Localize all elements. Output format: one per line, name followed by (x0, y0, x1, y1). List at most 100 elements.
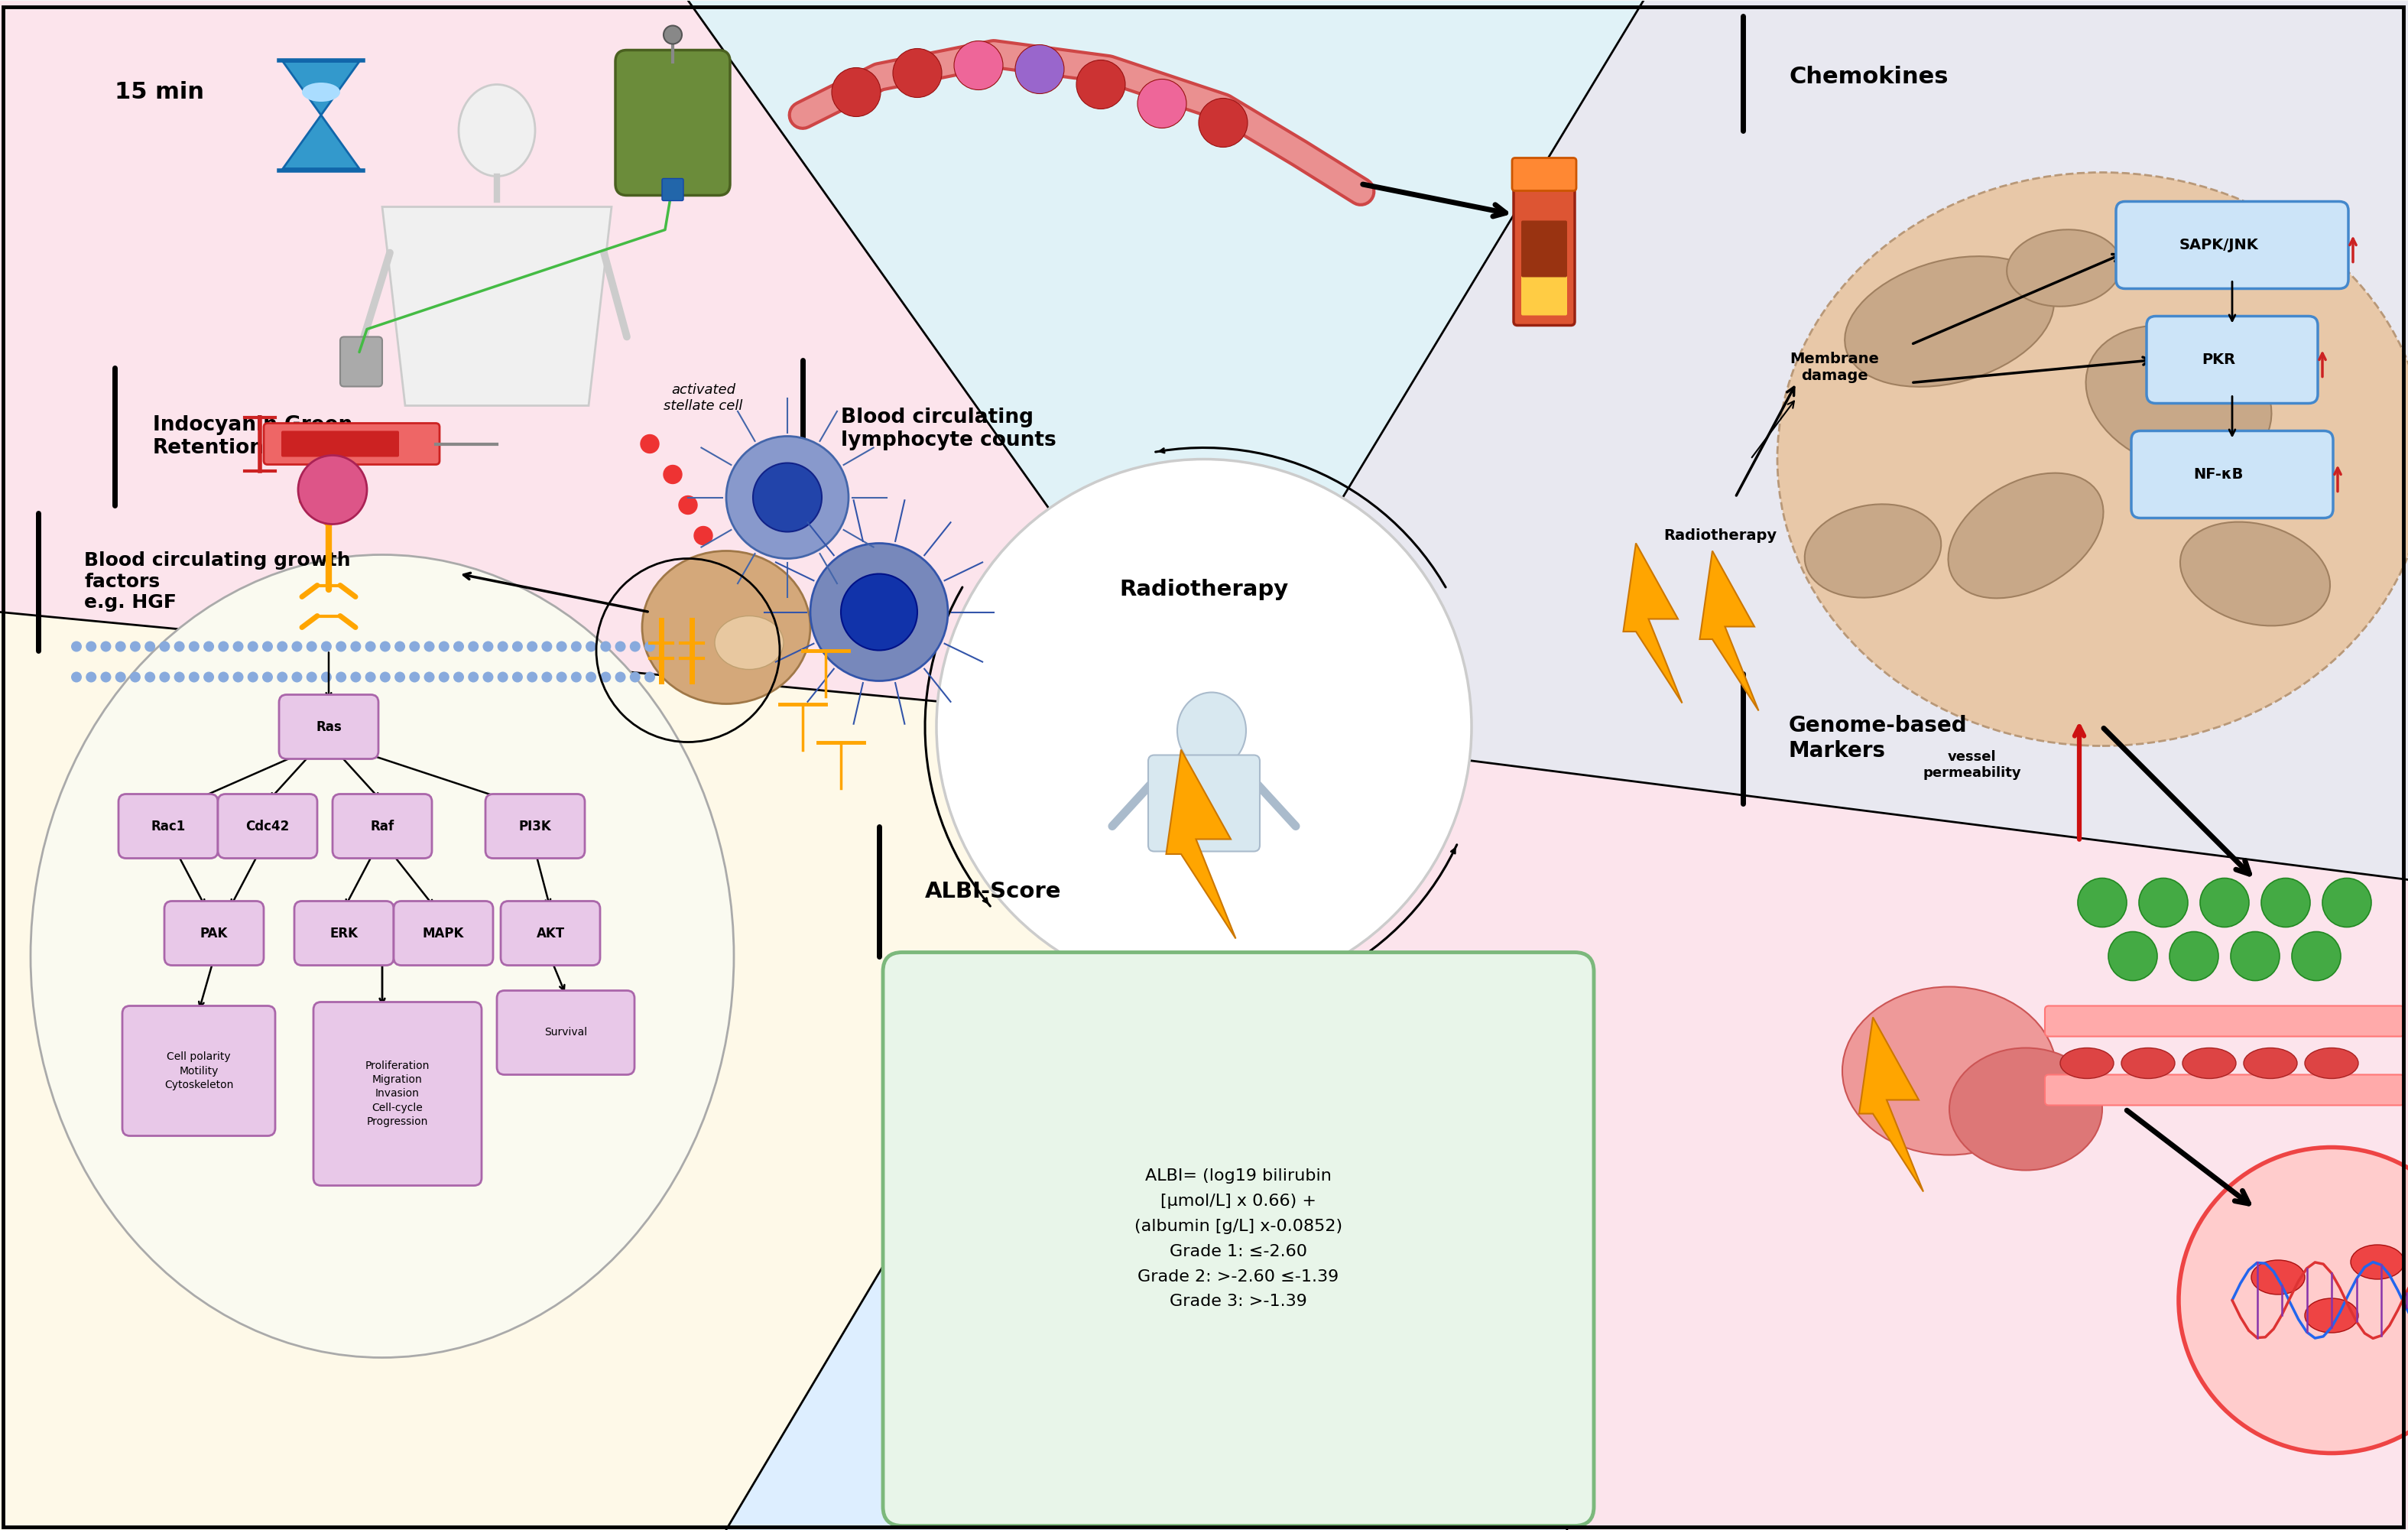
Text: SAPK/JNK: SAPK/JNK (2179, 237, 2259, 252)
Polygon shape (1623, 543, 1683, 704)
Circle shape (954, 41, 1004, 90)
FancyBboxPatch shape (2044, 1074, 2403, 1105)
Ellipse shape (2251, 1261, 2304, 1294)
Polygon shape (282, 61, 359, 115)
Circle shape (173, 672, 185, 682)
Circle shape (2138, 878, 2189, 927)
Ellipse shape (2244, 1048, 2297, 1079)
Circle shape (1137, 80, 1187, 129)
Polygon shape (1859, 1017, 1924, 1192)
Polygon shape (383, 207, 612, 405)
Text: Raf: Raf (371, 819, 395, 832)
Text: Radiotherapy: Radiotherapy (1664, 528, 1777, 543)
Ellipse shape (2182, 1048, 2237, 1079)
Circle shape (614, 641, 626, 652)
Circle shape (188, 641, 200, 652)
Circle shape (380, 672, 390, 682)
Circle shape (291, 641, 303, 652)
Circle shape (527, 672, 537, 682)
Circle shape (542, 641, 551, 652)
Circle shape (600, 672, 612, 682)
Circle shape (262, 641, 272, 652)
Ellipse shape (1950, 1048, 2102, 1170)
Text: Cdc42: Cdc42 (246, 819, 289, 832)
Text: Blood circulating
lymphocyte counts: Blood circulating lymphocyte counts (840, 407, 1057, 450)
FancyBboxPatch shape (332, 794, 431, 858)
Circle shape (527, 641, 537, 652)
Circle shape (409, 672, 419, 682)
Circle shape (585, 641, 597, 652)
Circle shape (219, 641, 229, 652)
Circle shape (130, 672, 140, 682)
Ellipse shape (1777, 173, 2408, 747)
FancyBboxPatch shape (496, 990, 633, 1074)
FancyBboxPatch shape (1522, 220, 1568, 277)
Circle shape (72, 672, 82, 682)
Circle shape (173, 641, 185, 652)
Circle shape (202, 641, 214, 652)
Text: MAPK: MAPK (421, 926, 465, 939)
Ellipse shape (1804, 505, 1941, 598)
Ellipse shape (2006, 229, 2121, 306)
Circle shape (380, 641, 390, 652)
Circle shape (645, 641, 655, 652)
Text: NF-κB: NF-κB (2194, 467, 2244, 482)
Circle shape (320, 672, 332, 682)
Circle shape (542, 672, 551, 682)
Ellipse shape (2121, 1048, 2174, 1079)
Circle shape (571, 672, 583, 682)
Circle shape (1076, 60, 1125, 109)
Circle shape (219, 672, 229, 682)
Ellipse shape (2304, 1299, 2357, 1333)
Polygon shape (1165, 750, 1235, 938)
Circle shape (893, 49, 942, 98)
Circle shape (482, 641, 494, 652)
Ellipse shape (2085, 326, 2271, 470)
Text: Rac1: Rac1 (152, 819, 185, 832)
Circle shape (438, 672, 450, 682)
Circle shape (424, 641, 433, 652)
Ellipse shape (458, 84, 535, 176)
Circle shape (159, 641, 171, 652)
FancyBboxPatch shape (1149, 756, 1259, 851)
Circle shape (498, 672, 508, 682)
FancyBboxPatch shape (313, 1002, 482, 1186)
Ellipse shape (31, 555, 734, 1357)
FancyBboxPatch shape (1515, 181, 1575, 326)
FancyBboxPatch shape (393, 901, 494, 965)
Text: AKT: AKT (537, 926, 563, 939)
Text: Proliferation
Migration
Invasion
Cell-cycle
Progression: Proliferation Migration Invasion Cell-cy… (366, 1060, 429, 1128)
Circle shape (101, 641, 111, 652)
Circle shape (811, 543, 949, 681)
FancyBboxPatch shape (123, 1005, 275, 1135)
Circle shape (320, 641, 332, 652)
Text: activated
stellate cell: activated stellate cell (665, 382, 742, 413)
Circle shape (335, 641, 347, 652)
Text: vessel
permeability: vessel permeability (1924, 750, 2020, 780)
Circle shape (248, 641, 258, 652)
Ellipse shape (643, 551, 811, 704)
Circle shape (234, 672, 243, 682)
Circle shape (438, 641, 450, 652)
FancyBboxPatch shape (279, 695, 378, 759)
Polygon shape (0, 612, 1204, 1530)
Circle shape (87, 672, 96, 682)
Circle shape (144, 672, 154, 682)
FancyBboxPatch shape (164, 901, 265, 965)
Circle shape (585, 672, 597, 682)
Circle shape (614, 672, 626, 682)
Circle shape (144, 641, 154, 652)
Circle shape (2078, 878, 2126, 927)
Circle shape (727, 436, 848, 558)
Circle shape (306, 672, 318, 682)
Text: 15 min: 15 min (116, 81, 205, 103)
Circle shape (513, 641, 523, 652)
Text: PI3K: PI3K (518, 819, 551, 832)
Circle shape (248, 672, 258, 682)
Circle shape (645, 672, 655, 682)
Circle shape (395, 672, 405, 682)
Circle shape (513, 672, 523, 682)
Circle shape (424, 672, 433, 682)
FancyBboxPatch shape (1512, 158, 1577, 191)
Circle shape (665, 26, 681, 44)
